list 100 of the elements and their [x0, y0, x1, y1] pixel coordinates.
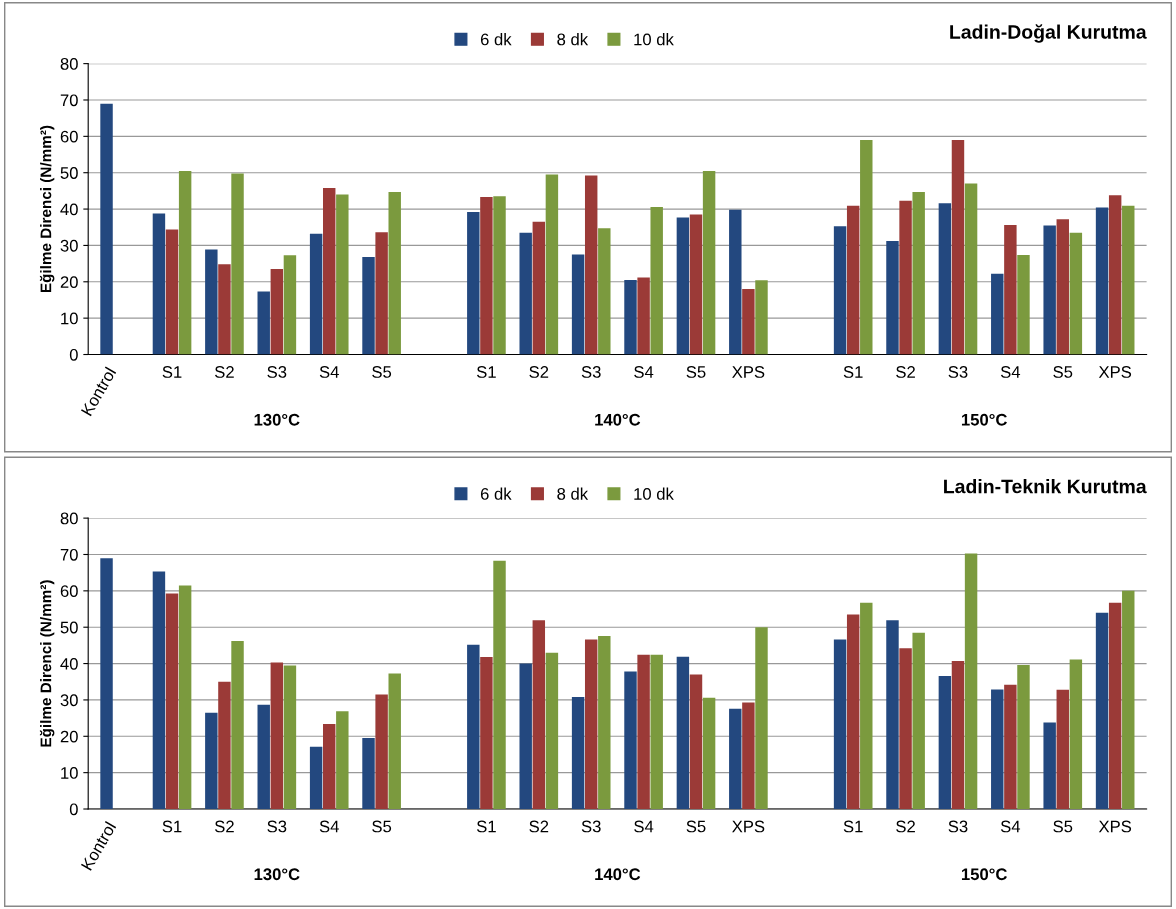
bar: [991, 273, 1004, 355]
bar: [336, 194, 349, 355]
chart-title: Ladin-Teknik Kurutma: [944, 479, 1147, 494]
x-tick-label: S2: [214, 820, 234, 833]
bar: [388, 191, 401, 355]
x-tick-label: S5: [372, 366, 392, 378]
y-tick-label: 20: [60, 730, 78, 743]
x-tick-label: S4: [319, 820, 339, 833]
legend-label: 6 dk: [480, 33, 512, 46]
bar: [152, 213, 166, 355]
bar: [624, 671, 637, 810]
bar: [1095, 612, 1109, 810]
bar: [1069, 232, 1083, 355]
bar: [257, 291, 270, 355]
bar: [650, 654, 663, 810]
bar: [584, 175, 598, 355]
bar: [1017, 254, 1030, 355]
y-tick-label: 20: [60, 276, 78, 288]
bar: [100, 103, 113, 355]
chart-title: Ladin-Doğal Kurutma: [950, 24, 1147, 43]
bar: [1108, 602, 1122, 810]
bar: [270, 269, 284, 355]
y-tick-label: 10: [61, 767, 78, 779]
bar: [467, 211, 480, 355]
bar: [689, 674, 703, 810]
bar: [676, 217, 690, 355]
y-tick-label: 0: [69, 803, 78, 816]
x-tick-label: S2: [529, 366, 549, 378]
bar: [938, 203, 952, 355]
bar: [205, 249, 218, 355]
bar: [493, 560, 506, 810]
bar: [637, 277, 650, 355]
bar: [532, 620, 546, 810]
x-tick-label: S2: [214, 366, 234, 378]
bar: [755, 627, 768, 810]
bar: [545, 174, 559, 355]
bar: [650, 206, 663, 355]
y-tick-label: 50: [60, 167, 78, 179]
y-tick-label: 40: [60, 657, 78, 670]
bar: [178, 170, 192, 355]
legend-label: 6 dk: [480, 487, 512, 500]
bar: [886, 241, 899, 355]
bar: [860, 139, 873, 355]
bar: [309, 233, 323, 355]
bar: [676, 656, 690, 810]
bar: [899, 648, 912, 810]
y-axis-title: Eğilme Direnci (N/mm²): [39, 125, 55, 293]
bar: [309, 746, 323, 810]
bar: [571, 697, 585, 810]
bar: [833, 226, 847, 355]
x-tick-label: S1: [476, 366, 496, 378]
bar: [257, 704, 270, 810]
x-tick-label: S2: [529, 820, 549, 833]
x-tick-label: S1: [476, 820, 496, 833]
x-tick-label: S4: [634, 820, 654, 833]
bar: [598, 228, 611, 355]
x-tick-label: S4: [634, 366, 654, 378]
bar: [571, 254, 585, 355]
x-tick-label: XPS: [1098, 820, 1132, 833]
x-tick-label: S3: [267, 366, 287, 378]
bar: [283, 665, 297, 810]
x-tick-label: S3: [581, 366, 601, 378]
y-tick-label: 60: [60, 585, 78, 598]
x-tick-label: S2: [896, 366, 915, 378]
text: 140°C: [595, 413, 641, 426]
text: 140°C: [595, 868, 641, 881]
bar: [742, 289, 755, 355]
bar: [637, 654, 650, 810]
bar: [1043, 225, 1056, 355]
bar: [689, 214, 703, 355]
bar: [205, 712, 218, 810]
bar: [362, 738, 375, 810]
x-tick-label: S1: [843, 366, 863, 378]
bar: [152, 571, 166, 810]
bar: [545, 652, 559, 810]
bar: [231, 173, 244, 355]
bar: [178, 585, 192, 810]
bar: [493, 196, 506, 355]
bar: [899, 200, 912, 355]
bar: [846, 614, 860, 810]
bar: [833, 639, 847, 810]
text: 130°C: [254, 868, 300, 881]
bar: [624, 279, 637, 355]
y-tick-label: 0: [69, 348, 78, 361]
bar: [846, 205, 860, 355]
bar: [951, 661, 965, 810]
bar: [323, 187, 336, 355]
y-tick-label: 50: [60, 621, 78, 634]
bar: [912, 191, 925, 355]
bar: [165, 229, 179, 355]
x-tick-label: S5: [686, 366, 706, 378]
bar: [912, 632, 925, 810]
legend-label: 8 dk: [557, 487, 589, 500]
bar: [1108, 195, 1122, 355]
bar: [1122, 590, 1135, 810]
x-tick-label: S4: [319, 366, 339, 378]
bar: [702, 170, 716, 355]
y-axis-title: Eğilme Direnci (N/mm²): [39, 580, 55, 747]
legend-label: 8 dk: [557, 33, 589, 46]
x-tick-label: XPS: [732, 820, 765, 833]
